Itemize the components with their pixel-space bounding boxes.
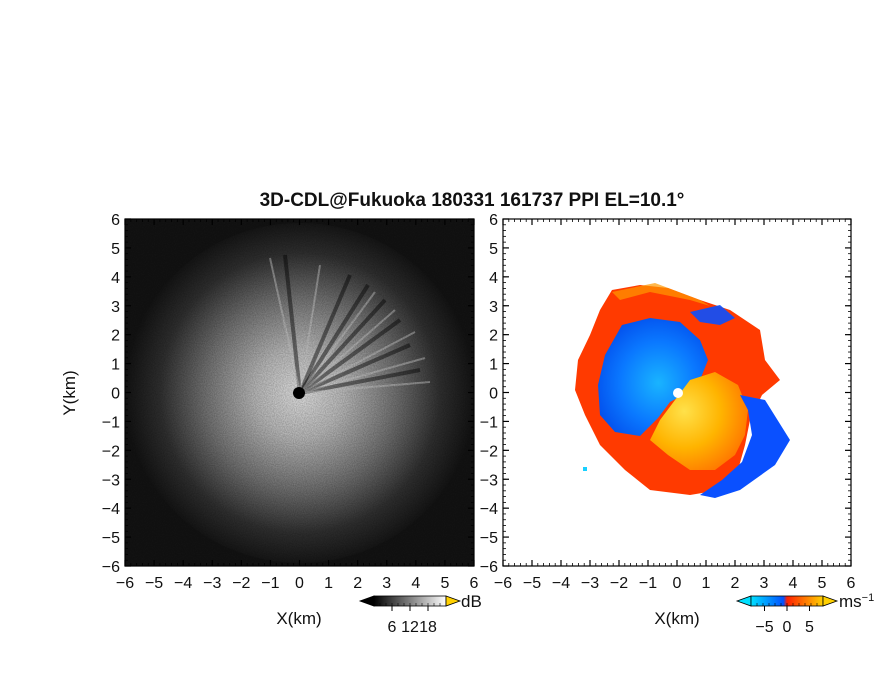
left-x-tick-label: −3 [203, 575, 221, 592]
right-x-tick-label: −6 [494, 575, 512, 592]
colorbar-velocity-tick-label: 5 [805, 619, 814, 636]
right-y-tick-label: 6 [489, 212, 498, 229]
right-y-tick-label: 5 [489, 241, 498, 258]
colorbar-velocity-tick-label: −5 [755, 619, 773, 636]
right-y-tick-label: −2 [480, 443, 498, 460]
colorbar-velocity-unit-base: ms [839, 592, 862, 611]
left-x-tick-label: 5 [440, 575, 449, 592]
right-y-tick-label: 2 [489, 328, 498, 345]
colorbar-intensity-low-arrow [358, 595, 375, 607]
right-y-tick-label: 1 [489, 357, 498, 374]
colorbar-velocity-ticks: −5 0 5 [755, 603, 818, 636]
left-x-tick-label: 3 [382, 575, 391, 592]
right-x-tick-label: −4 [552, 575, 570, 592]
right-x-tick-label: 3 [760, 575, 769, 592]
velocity-region-yellow [650, 372, 748, 470]
colorbar-velocity-unit-exponent: −1 [862, 592, 875, 604]
right-y-tick-label: 3 [489, 299, 498, 316]
right-y-tick-label: 4 [489, 270, 498, 287]
left-x-tick-label: −2 [232, 575, 250, 592]
left-y-tick-label: −3 [102, 472, 120, 489]
velocity-region-blue-southeast [700, 395, 790, 498]
axes: −6 −5 −4 −3 −2 −1 0 1 2 3 4 5 66543210−1−2−3−4−5−6−6… [102, 212, 856, 592]
left-x-tick-label: 4 [411, 575, 420, 592]
left-y-tick-label: −6 [102, 559, 120, 576]
right-x-axis-label: X(km) [654, 609, 699, 628]
velocity-speck [583, 467, 587, 471]
left-y-tick-label: 5 [111, 241, 120, 258]
left-x-tick-label: 0 [295, 575, 304, 592]
left-y-tick-label: 4 [111, 270, 120, 287]
right-x-tick-label: −1 [639, 575, 657, 592]
velocity-region-blue [598, 318, 708, 436]
right-x-tick-label: 0 [673, 575, 682, 592]
right-x-tick-label: 5 [818, 575, 827, 592]
left-x-tick-label: 1 [324, 575, 333, 592]
y-axis-label: Y(km) [60, 370, 79, 415]
left-y-tick-label: −2 [102, 443, 120, 460]
colorbar-intensity: 6 12 18 dB [358, 592, 482, 636]
left-y-tick-label: 0 [111, 386, 120, 403]
left-x-tick-label: 2 [353, 575, 362, 592]
colorbar-intensity-unit: dB [461, 592, 482, 611]
left-x-tick-label: 6 [470, 575, 479, 592]
right-x-tick-label: −3 [581, 575, 599, 592]
left-y-tick-label: 3 [111, 299, 120, 316]
left-y-tick-label: 1 [111, 357, 120, 374]
colorbar-velocity-tick-label: 0 [783, 619, 792, 636]
right-x-tick-label: −2 [610, 575, 628, 592]
colorbar-velocity: −5 0 5 ms−1 [735, 592, 874, 636]
chart-title: 3D-CDL@Fukuoka 180331 161737 PPI EL=10.1… [260, 190, 685, 211]
right-y-tick-label: −1 [480, 414, 498, 431]
right-radar-center [673, 388, 683, 398]
colorbar-intensity-tick-label: 6 [388, 619, 397, 636]
right-x-tick-label: 6 [847, 575, 856, 592]
left-y-tick-label: −4 [102, 501, 120, 518]
right-x-tick-label: 1 [702, 575, 711, 592]
left-x-axis-label: X(km) [276, 609, 321, 628]
right-y-tick-label: −6 [480, 559, 498, 576]
right-x-tick-label: 2 [731, 575, 740, 592]
left-y-tick-label: 6 [111, 212, 120, 229]
left-y-tick-label: −5 [102, 530, 120, 547]
velocity-region-blue-northeast [690, 305, 735, 325]
left-y-tick-label: −1 [102, 414, 120, 431]
left-x-tick-label: −5 [145, 575, 163, 592]
colorbar-intensity-tick-label: 18 [419, 619, 437, 636]
right-y-tick-label: −4 [480, 501, 498, 518]
left-y-tick-label: 2 [111, 328, 120, 345]
colorbar-velocity-high-arrow [822, 595, 839, 607]
right-y-tick-label: −3 [480, 472, 498, 489]
right-x-tick-label: −5 [523, 575, 541, 592]
right-y-tick-label: −5 [480, 530, 498, 547]
radar-center-marker [293, 387, 305, 399]
right-heatmap [503, 219, 851, 566]
left-x-tick-label: −6 [116, 575, 134, 592]
colorbar-intensity-ticks: 6 12 18 [379, 603, 441, 636]
left-x-tick-label: −1 [261, 575, 279, 592]
colorbar-velocity-low-arrow [735, 595, 752, 607]
colorbar-velocity-unit: ms−1 [839, 592, 874, 611]
colorbar-intensity-high-arrow [445, 595, 462, 607]
left-x-tick-label: −4 [174, 575, 192, 592]
right-x-tick-label: 4 [789, 575, 798, 592]
colorbar-intensity-tick-label: 12 [401, 619, 419, 636]
left-heatmap [125, 219, 474, 566]
right-y-tick-label: 0 [489, 386, 498, 403]
velocity-region-orange-edge [612, 283, 710, 306]
